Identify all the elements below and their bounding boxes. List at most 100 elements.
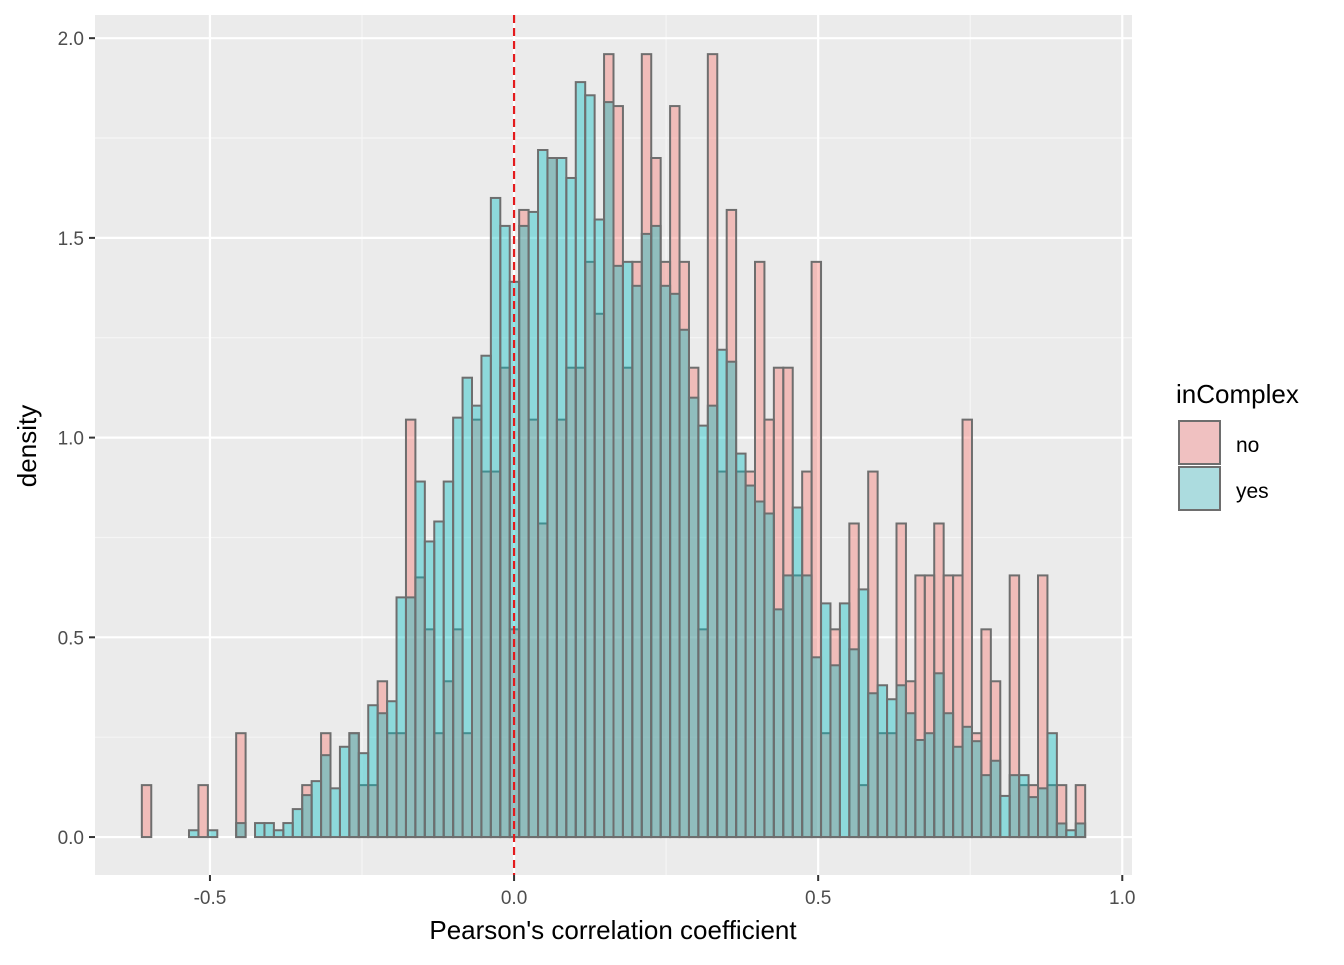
bar-yes — [348, 732, 360, 839]
bar-yes — [1074, 822, 1087, 839]
bar-yes — [876, 684, 889, 839]
bar-yes — [518, 224, 530, 839]
bar-yes — [904, 712, 917, 839]
bar-yes — [574, 81, 587, 839]
bar-yes — [697, 424, 709, 839]
bar-yes — [565, 176, 577, 839]
bar-yes — [650, 224, 662, 839]
legend-key-no — [1178, 420, 1221, 465]
bar-yes — [810, 656, 823, 839]
bar-yes — [320, 754, 332, 839]
bar-yes — [499, 224, 511, 839]
bar-yes — [952, 745, 964, 839]
bar-yes — [1037, 787, 1049, 839]
bar-yes — [1008, 774, 1021, 839]
bar-yes — [357, 752, 370, 839]
bar-yes — [791, 506, 804, 839]
x-axis: -0.5 0.0 0.5 1.0 — [194, 875, 1135, 909]
bar-yes — [254, 822, 266, 839]
bar-yes — [206, 829, 219, 839]
bar-yes — [961, 725, 973, 839]
bar-yes — [301, 794, 313, 839]
y-tick-label: 2.0 — [58, 29, 84, 50]
bar-yes — [970, 740, 983, 839]
bar-yes — [621, 260, 634, 839]
bar-yes — [886, 698, 898, 839]
legend-label-no: no — [1236, 434, 1259, 457]
bar-yes — [640, 232, 653, 839]
bar-yes — [716, 348, 728, 839]
y-tick-label: 0.5 — [58, 628, 84, 649]
x-tick-label: -0.5 — [194, 888, 227, 909]
bar-yes — [669, 292, 681, 839]
bar-yes — [442, 480, 455, 839]
bar-yes — [291, 808, 304, 839]
bar-yes — [980, 774, 992, 839]
bar-yes — [678, 328, 690, 839]
bar-yes — [772, 608, 785, 839]
bar-yes — [659, 284, 672, 839]
bars-yes — [187, 81, 1087, 839]
x-tick-label: 0.0 — [501, 888, 527, 909]
x-tick-label: 0.5 — [805, 888, 831, 909]
x-axis-title: Pearson's correlation coefficient — [429, 915, 797, 945]
bar-yes — [735, 452, 747, 839]
bar-yes — [470, 404, 483, 839]
bar-yes — [338, 745, 351, 839]
bar-yes — [603, 101, 615, 839]
bar-yes — [706, 404, 719, 839]
bar-yes — [999, 794, 1011, 839]
bar-yes — [235, 822, 247, 839]
bar-yes — [593, 218, 606, 839]
legend-key-yes — [1178, 466, 1221, 511]
x-tick-label: 1.0 — [1109, 888, 1135, 909]
bar-yes — [272, 829, 285, 839]
bar-yes — [754, 500, 766, 839]
bar-yes — [452, 416, 464, 839]
bar-yes — [386, 700, 398, 839]
bar-yes — [480, 354, 492, 839]
bar-yes — [725, 360, 738, 839]
y-axis-title: density — [12, 405, 42, 487]
bar-yes — [857, 588, 870, 839]
bar-yes — [801, 574, 813, 839]
bar-no — [235, 732, 247, 839]
bar-yes — [404, 596, 417, 839]
bar-no — [197, 784, 209, 839]
bar-yes — [1065, 829, 1077, 839]
bar-yes — [1055, 822, 1068, 839]
bar-no — [140, 784, 153, 839]
bar-yes — [782, 574, 794, 839]
bar-yes — [829, 664, 841, 839]
bar-yes — [612, 264, 624, 839]
bar-yes — [263, 822, 275, 839]
bar-yes — [367, 704, 379, 839]
bar-yes — [942, 712, 955, 839]
bar-yes — [584, 94, 596, 839]
legend-label-yes: yes — [1236, 480, 1269, 503]
bar-yes — [914, 738, 926, 839]
bar-yes — [282, 822, 294, 839]
bar-yes — [867, 692, 879, 839]
bar-yes — [820, 602, 832, 839]
bar-yes — [1018, 774, 1030, 839]
bar-yes — [414, 480, 426, 839]
bar-yes — [848, 648, 860, 839]
bar-yes — [989, 759, 1002, 839]
bar-yes — [744, 484, 757, 839]
bar-yes — [1027, 796, 1040, 839]
y-tick-label: 1.5 — [58, 229, 84, 250]
bar-yes — [423, 540, 436, 839]
bar-yes — [329, 787, 341, 839]
bar-yes — [489, 196, 502, 839]
bar-yes — [923, 732, 936, 839]
bar-yes — [1046, 732, 1058, 839]
bar-yes — [310, 780, 323, 839]
bar-yes — [895, 684, 907, 839]
bar-yes — [838, 602, 851, 839]
bar-yes — [461, 376, 473, 839]
bar-yes — [933, 672, 945, 839]
bar-yes — [187, 829, 200, 839]
bar-yes — [546, 157, 558, 839]
